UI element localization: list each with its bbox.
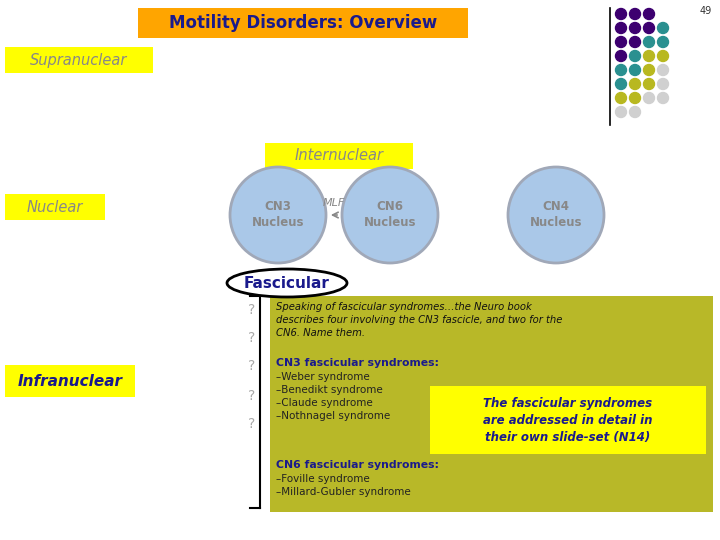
Text: Speaking of fascicular syndromes…the Neuro book
describes four involving the CN3: Speaking of fascicular syndromes…the Neu… [276, 302, 562, 338]
Text: ?: ? [248, 359, 256, 373]
Circle shape [644, 78, 654, 90]
Circle shape [616, 23, 626, 33]
FancyBboxPatch shape [5, 194, 105, 220]
Circle shape [342, 167, 438, 263]
Text: Internuclear: Internuclear [294, 148, 384, 164]
Circle shape [616, 106, 626, 118]
Text: ?: ? [248, 331, 256, 345]
Circle shape [657, 92, 668, 104]
Text: CN6
Nucleus: CN6 Nucleus [364, 200, 416, 230]
Text: ?: ? [248, 389, 256, 403]
Circle shape [644, 9, 654, 19]
Circle shape [629, 9, 641, 19]
FancyBboxPatch shape [270, 296, 713, 512]
Circle shape [616, 51, 626, 62]
Text: CN3 fascicular syndromes:: CN3 fascicular syndromes: [276, 358, 439, 368]
Text: ?: ? [248, 303, 256, 317]
Circle shape [629, 78, 641, 90]
Text: Fascicular: Fascicular [244, 275, 330, 291]
Circle shape [657, 64, 668, 76]
Circle shape [629, 64, 641, 76]
Text: Infranuclear: Infranuclear [17, 374, 122, 388]
Text: –Claude syndrome: –Claude syndrome [276, 398, 373, 408]
FancyBboxPatch shape [5, 365, 135, 397]
FancyBboxPatch shape [430, 386, 706, 454]
Circle shape [657, 78, 668, 90]
Circle shape [657, 37, 668, 48]
Circle shape [629, 23, 641, 33]
Text: 49: 49 [700, 6, 712, 16]
Circle shape [644, 37, 654, 48]
Text: –Weber syndrome: –Weber syndrome [276, 372, 370, 382]
FancyBboxPatch shape [5, 47, 153, 73]
Text: –Millard-Gubler syndrome: –Millard-Gubler syndrome [276, 487, 410, 497]
Circle shape [657, 23, 668, 33]
Text: Supranuclear: Supranuclear [30, 52, 127, 68]
Circle shape [616, 92, 626, 104]
Text: Motility Disorders: Overview: Motility Disorders: Overview [169, 14, 437, 32]
Text: ?: ? [248, 417, 256, 431]
FancyBboxPatch shape [138, 8, 468, 38]
Circle shape [644, 23, 654, 33]
Circle shape [616, 64, 626, 76]
Circle shape [629, 92, 641, 104]
Text: –Foville syndrome: –Foville syndrome [276, 474, 370, 484]
Text: MLF: MLF [323, 198, 345, 208]
Text: The fascicular syndromes
are addressed in detail in
their own slide-set (N14): The fascicular syndromes are addressed i… [483, 396, 653, 443]
Text: CN3
Nucleus: CN3 Nucleus [252, 200, 305, 230]
Circle shape [629, 106, 641, 118]
Text: CN6 fascicular syndromes:: CN6 fascicular syndromes: [276, 460, 439, 470]
Circle shape [657, 51, 668, 62]
Text: –Benedikt syndrome: –Benedikt syndrome [276, 385, 383, 395]
Circle shape [616, 78, 626, 90]
Circle shape [616, 9, 626, 19]
Ellipse shape [227, 269, 347, 297]
Circle shape [629, 37, 641, 48]
Circle shape [644, 64, 654, 76]
Text: Nuclear: Nuclear [27, 199, 84, 214]
Text: –Nothnagel syndrome: –Nothnagel syndrome [276, 411, 390, 421]
Circle shape [644, 92, 654, 104]
Circle shape [230, 167, 326, 263]
Text: CN4
Nucleus: CN4 Nucleus [530, 200, 582, 230]
Circle shape [629, 51, 641, 62]
Circle shape [508, 167, 604, 263]
Circle shape [644, 51, 654, 62]
Circle shape [616, 37, 626, 48]
FancyBboxPatch shape [265, 143, 413, 169]
